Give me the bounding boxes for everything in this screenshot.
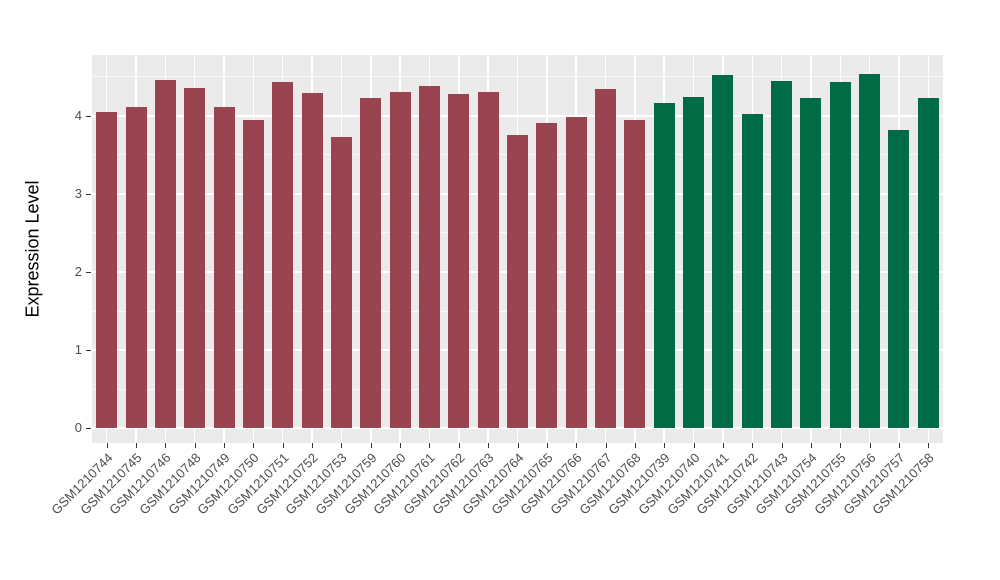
x-tick-mark — [165, 443, 167, 448]
bar-GSM1210753 — [330, 136, 352, 429]
bar-GSM1210750 — [242, 119, 264, 429]
bar-GSM1210761 — [418, 86, 440, 429]
bar-GSM1210746 — [154, 79, 176, 429]
x-tick-mark — [546, 443, 548, 448]
major-gridline — [92, 115, 943, 117]
x-tick-mark — [928, 443, 930, 448]
x-tick-mark — [106, 443, 108, 448]
bar-GSM1210743 — [771, 80, 793, 429]
x-tick-mark — [693, 443, 695, 448]
bar-GSM1210739 — [653, 102, 675, 429]
x-tick-mark — [458, 443, 460, 448]
bar-GSM1210763 — [477, 92, 499, 429]
x-tick-mark — [664, 443, 666, 448]
x-tick-mark — [136, 443, 138, 448]
bar-GSM1210755 — [829, 82, 851, 429]
x-tick-mark — [253, 443, 255, 448]
bar-GSM1210759 — [360, 97, 382, 429]
plot-panel — [92, 55, 943, 443]
bar-GSM1210760 — [389, 91, 411, 429]
x-tick-mark — [576, 443, 578, 448]
x-tick-mark — [634, 443, 636, 448]
y-tick-mark — [86, 115, 91, 117]
bar-GSM1210754 — [800, 97, 822, 429]
x-tick-mark — [224, 443, 226, 448]
x-tick-mark — [752, 443, 754, 448]
y-tick-label: 3 — [74, 185, 82, 201]
bar-GSM1210757 — [888, 129, 910, 429]
x-tick-mark — [370, 443, 372, 448]
bar-GSM1210768 — [624, 119, 646, 429]
bar-GSM1210756 — [859, 73, 881, 429]
y-tick-mark — [86, 272, 91, 274]
bar-GSM1210748 — [184, 87, 206, 429]
bar-GSM1210745 — [125, 106, 147, 429]
y-tick-label: 1 — [74, 342, 82, 358]
x-tick-mark — [282, 443, 284, 448]
bar-GSM1210741 — [712, 75, 734, 429]
bar-GSM1210758 — [917, 97, 939, 429]
x-tick-mark — [312, 443, 314, 448]
x-tick-mark — [488, 443, 490, 448]
x-tick-mark — [194, 443, 196, 448]
y-axis-title: Expression Level — [22, 180, 43, 318]
bar-GSM1210751 — [272, 81, 294, 429]
bar-GSM1210752 — [301, 93, 323, 429]
bar-GSM1210765 — [536, 122, 558, 429]
x-tick-mark — [840, 443, 842, 448]
x-tick-mark — [517, 443, 519, 448]
major-gridline — [92, 427, 943, 429]
bar-GSM1210767 — [595, 88, 617, 429]
x-tick-mark — [869, 443, 871, 448]
y-tick-mark — [86, 350, 91, 352]
y-tick-label: 4 — [74, 107, 82, 123]
bar-GSM1210744 — [96, 111, 118, 429]
bar-GSM1210742 — [741, 113, 763, 429]
x-tick-mark — [400, 443, 402, 448]
bar-GSM1210762 — [448, 94, 470, 429]
bar-GSM1210749 — [213, 106, 235, 429]
y-tick-label: 2 — [74, 264, 82, 280]
x-tick-mark — [810, 443, 812, 448]
bar-GSM1210740 — [683, 97, 705, 429]
x-tick-mark — [429, 443, 431, 448]
x-tick-mark — [898, 443, 900, 448]
y-tick-label: 0 — [74, 420, 82, 436]
x-tick-mark — [341, 443, 343, 448]
y-tick-mark — [86, 428, 91, 430]
x-tick-mark — [722, 443, 724, 448]
y-tick-mark — [86, 193, 91, 195]
x-tick-mark — [605, 443, 607, 448]
bar-GSM1210766 — [565, 117, 587, 429]
x-tick-mark — [781, 443, 783, 448]
bar-GSM1210764 — [507, 134, 528, 429]
